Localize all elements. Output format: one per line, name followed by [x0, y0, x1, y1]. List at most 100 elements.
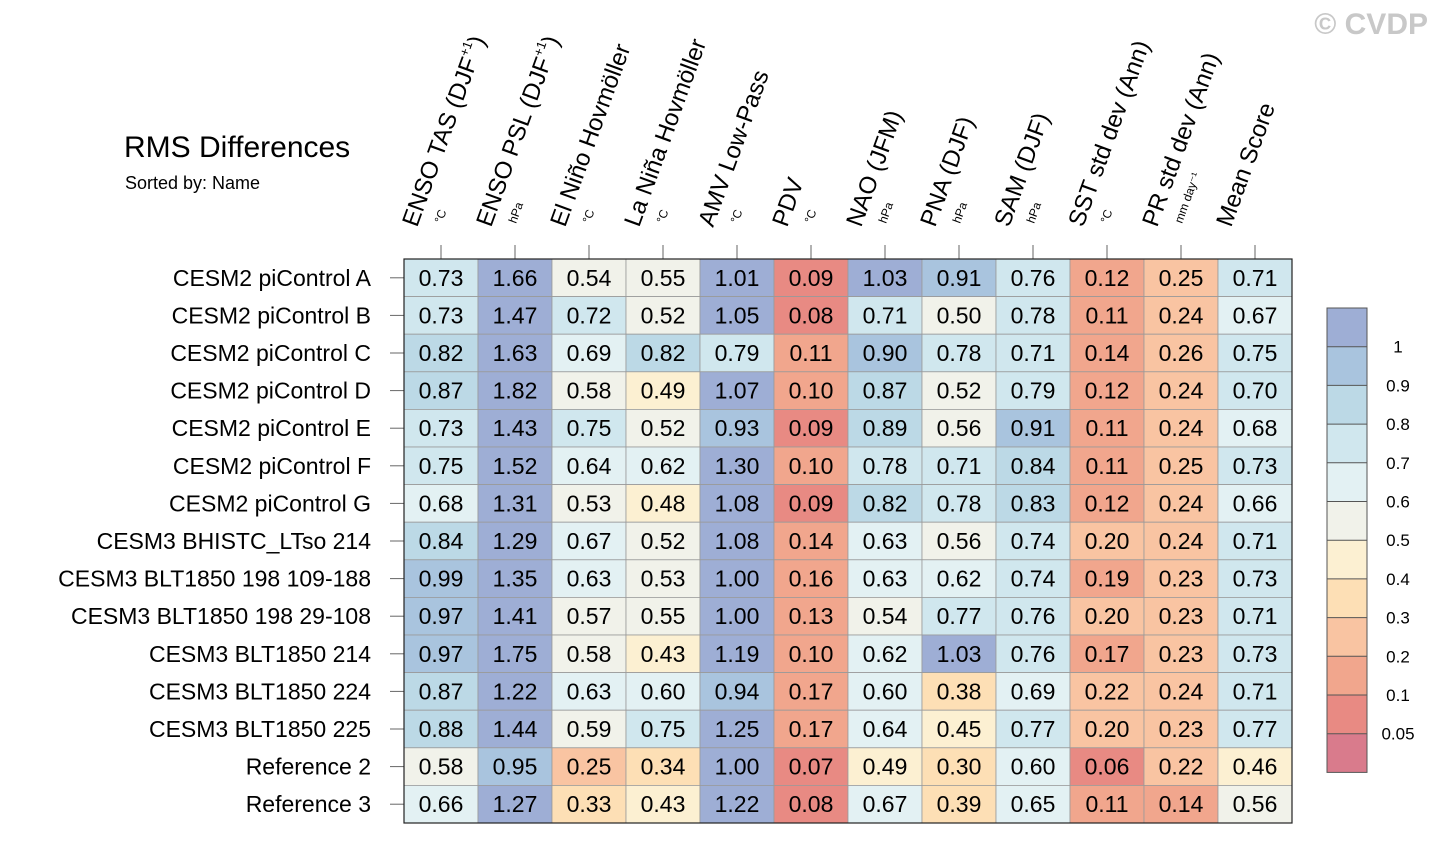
cell-value: 0.10: [789, 378, 834, 404]
cell-value: 0.54: [567, 265, 612, 291]
heatmap-cell: [477, 258, 553, 297]
cell-value: 0.73: [1233, 641, 1278, 667]
cell-value: 0.90: [863, 340, 908, 366]
heatmap-cell: [921, 408, 997, 448]
colorbar-swatch: [1327, 385, 1367, 425]
cell-value: 0.77: [1233, 716, 1278, 742]
heatmap-cell: [477, 521, 553, 561]
column-unit: °C: [432, 207, 450, 225]
heatmap-cell: [551, 559, 627, 598]
cell-value: 0.23: [1159, 566, 1204, 592]
column-unit: °C: [728, 207, 746, 225]
cell-value: 0.52: [641, 302, 686, 328]
cell-value: 0.24: [1159, 415, 1204, 441]
heatmap-cell: [1143, 408, 1219, 448]
cell-value: 0.14: [1159, 791, 1204, 817]
cell-value: 0.07: [789, 754, 834, 780]
column-unit: °C: [1098, 207, 1116, 225]
colorbar-tick-label: 0.5: [1386, 531, 1410, 550]
cell-value: 1.03: [863, 265, 908, 291]
heatmap-cell: [1069, 446, 1145, 485]
cell-value: 0.10: [789, 641, 834, 667]
cell-value: 0.24: [1159, 302, 1204, 328]
cell-value: 0.49: [863, 754, 908, 780]
cell-value: 0.57: [567, 603, 612, 629]
row-label: CESM2 piControl G: [169, 490, 371, 516]
heatmap-cell: [403, 747, 479, 786]
heatmap-cell: [1069, 371, 1145, 410]
cell-value: 1.82: [493, 378, 538, 404]
heatmap-cell: [1217, 446, 1293, 485]
heatmap-cell: [1069, 559, 1145, 598]
cell-value: 1.22: [493, 678, 538, 704]
cell-value: 0.11: [1085, 415, 1128, 441]
heatmap-cell: [1069, 672, 1145, 711]
heatmap-cell: [1143, 785, 1219, 824]
column-unit: hPa: [506, 200, 527, 225]
heatmap-cell: [625, 672, 701, 711]
heatmap-cell: [551, 597, 627, 636]
heatmap-cell: [921, 709, 997, 749]
colorbar-tick-label: 0.2: [1386, 647, 1410, 666]
cell-value: 0.14: [789, 528, 834, 554]
heatmap-cell: [625, 709, 701, 749]
cell-value: 1.07: [715, 378, 760, 404]
heatmap-cell: [477, 597, 553, 636]
heatmap-cell: [1217, 597, 1293, 636]
heatmap-cell: [921, 597, 997, 636]
heatmap-cell: [1069, 333, 1145, 373]
cell-value: 0.58: [567, 378, 612, 404]
cell-value: 0.52: [641, 415, 686, 441]
heatmap-cell: [847, 484, 923, 523]
column-unit: °C: [654, 207, 672, 225]
cell-value: 0.71: [1233, 603, 1278, 629]
cell-value: 0.09: [789, 490, 834, 516]
heatmap-cell: [1143, 597, 1219, 636]
cell-value: 0.75: [567, 415, 612, 441]
chart-title: RMS Differences: [124, 131, 350, 164]
heatmap-cell: [773, 597, 849, 636]
cell-value: 0.71: [937, 453, 982, 479]
cell-value: 0.63: [567, 678, 612, 704]
cell-value: 0.45: [937, 716, 982, 742]
cell-value: 0.73: [419, 302, 464, 328]
cell-value: 0.20: [1085, 716, 1130, 742]
cell-value: 0.46: [1233, 754, 1278, 780]
heatmap-cell: [847, 709, 923, 749]
heatmap-cell: [1143, 709, 1219, 749]
heatmap-cell: [699, 408, 775, 448]
colorbar-tick-label: 0.8: [1386, 415, 1410, 434]
heatmap-cell: [995, 333, 1071, 373]
heatmap-cell: [551, 785, 627, 824]
row-label: Reference 3: [246, 791, 371, 817]
cell-value: 0.24: [1159, 378, 1204, 404]
cell-value: 0.30: [937, 754, 982, 780]
heatmap-cell: [1217, 296, 1293, 335]
cell-value: 0.56: [1233, 791, 1278, 817]
heatmap-cell: [625, 371, 701, 410]
cell-value: 0.63: [863, 528, 908, 554]
cell-value: 0.97: [419, 641, 464, 667]
cell-value: 0.68: [419, 490, 464, 516]
cell-value: 0.53: [567, 490, 612, 516]
heatmap-cell: [477, 408, 553, 448]
cell-value: 1.41: [493, 603, 538, 629]
cell-value: 1.47: [493, 302, 538, 328]
cell-value: 0.82: [863, 490, 908, 516]
cell-value: 0.68: [1233, 415, 1278, 441]
heatmap-cell: [625, 747, 701, 786]
cell-value: 0.74: [1011, 528, 1056, 554]
cell-value: 0.48: [641, 490, 686, 516]
cell-value: 0.58: [419, 754, 464, 780]
cell-value: 0.12: [1085, 378, 1130, 404]
cell-value: 0.91: [937, 265, 982, 291]
cell-value: 0.17: [1085, 641, 1130, 667]
cell-value: 0.54: [863, 603, 908, 629]
row-label: CESM2 piControl C: [170, 340, 371, 366]
cell-value: 0.76: [1011, 641, 1056, 667]
cell-value: 0.72: [567, 302, 612, 328]
heatmap-cell: [625, 521, 701, 561]
cell-value: 0.67: [567, 528, 612, 554]
cell-value: 1.08: [715, 490, 760, 516]
heatmap-cell: [625, 597, 701, 636]
